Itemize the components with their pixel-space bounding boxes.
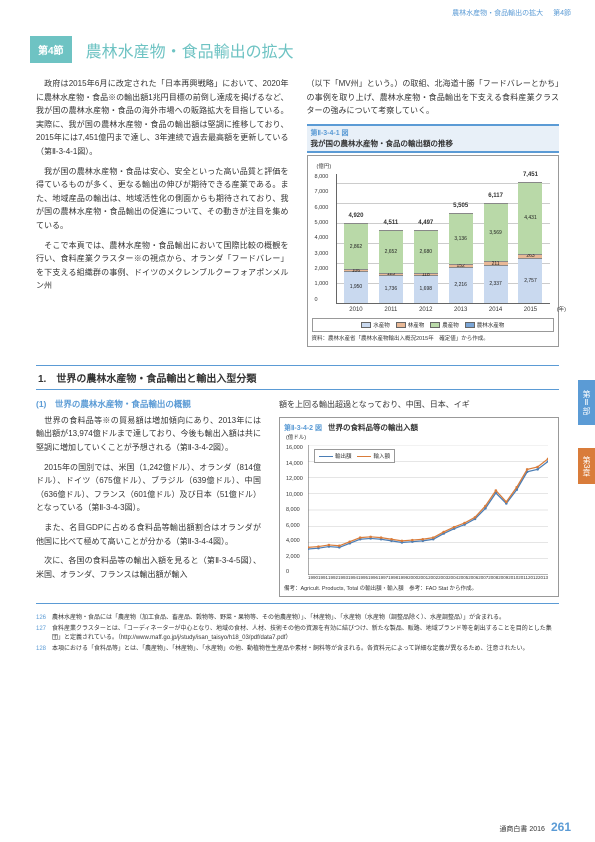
page-header: 農林水産物・食品輸出の拡大 第4節	[0, 0, 595, 22]
header-subtitle: 農林水産物・食品輸出の拡大	[452, 8, 543, 18]
page-number: 261	[551, 820, 571, 834]
para-1: 政府は2015年6月に改定された「日本再興戦略」において、2020年に農林水産物…	[36, 77, 289, 159]
footnotes: 126農林水産物・食品には「農産物（加工食品、畜産品、穀物等、野菜・果物等、その…	[36, 614, 559, 654]
side-tab-2: 第3章	[578, 448, 595, 484]
fig2-title: 世界の食料品等の輸出入額	[328, 422, 418, 433]
chapter-title: 農林水産物・食品輸出の拡大	[86, 38, 294, 62]
footnote-2: 食料産業クラスターとは、「コーディネーターが中心となり、地域の食材、人材、技術そ…	[52, 625, 559, 643]
header-section: 第4節	[553, 8, 571, 18]
chapter-banner: 第4節 農林水産物・食品輸出の拡大	[30, 36, 565, 63]
fig1-chart: 01,0002,0003,0004,0005,0006,0007,0008,00…	[307, 155, 560, 347]
side-tab-1: 第Ⅱ部	[578, 380, 595, 425]
para-6: 2015年の国別では、米国（1,242億ドル）、オランダ（814億ドル）、ドイツ…	[36, 461, 261, 515]
fig1-source: 資料：農林水産省「農林水産物輸出入概況2015年 確定値」から作成。	[312, 334, 555, 342]
footnote-3: 本項における「食料品等」とは、「農産物」、「林産物」、「水産物」の他、動植物性生…	[52, 645, 529, 654]
chapter-badge: 第4節	[30, 36, 72, 63]
fig2-source: 備考：Agricult. Products, Total の輸出額・輸入額 参考…	[284, 584, 554, 592]
page-footer: 通商白書 2016 261	[499, 820, 571, 834]
fig1-header: 第Ⅱ-3-4-1 図 我が国の農林水産物・食品の輸出額の推移	[307, 124, 560, 153]
footnote-1: 農林水産物・食品には「農産物（加工食品、畜産品、穀物等、野菜・果物等、その他農産…	[52, 614, 505, 623]
fig2-chart: 第Ⅱ-3-4-2 図 世界の食料品等の輸出入額 02,0004,0006,000…	[279, 417, 559, 597]
para-5: 世界の食料品等※の貿易額は増加傾向にあり、2013年には輸出額が13,974億ド…	[36, 414, 261, 455]
para-2: 我が国の農林水産物・食品は安心、安全といった高い品質と評価を得ているものが多く、…	[36, 165, 289, 233]
fig1-title: 我が国の農林水産物・食品の輸出額の推移	[311, 138, 556, 149]
para-8: 次に、各国の食料品等の輸出入額を見ると（第Ⅱ-3-4-5図）、米国、オランダ、フ…	[36, 554, 261, 581]
section-1-title: 1. 世界の農林水産物・食品輸出と輸出入型分類	[38, 370, 557, 385]
para-7: また、名目GDPに占める食料品等輸出額割合はオランダが他国に比べて極めて高いこと…	[36, 521, 261, 548]
para-3: そこで本頁では、農林水産物・食品輸出において国際比較の概観を行い、食料産業クラス…	[36, 239, 289, 293]
section-1-bar: 1. 世界の農林水産物・食品輸出と輸出入型分類	[36, 365, 559, 390]
subsection-1: (1) 世界の農林水産物・食品輸出の概観	[36, 398, 261, 410]
fig1-label: 第Ⅱ-3-4-1 図	[311, 128, 556, 138]
doc-label: 通商白書 2016	[499, 824, 545, 834]
para-9: 額を上回る輸出超過となっており、中国、日本、イギ	[279, 398, 559, 412]
para-4: （以下「MV州」という。）の取組、北海道十勝「フードバレーとかち」の事例を取り上…	[307, 77, 560, 118]
fig2-label: 第Ⅱ-3-4-2 図	[284, 423, 322, 433]
